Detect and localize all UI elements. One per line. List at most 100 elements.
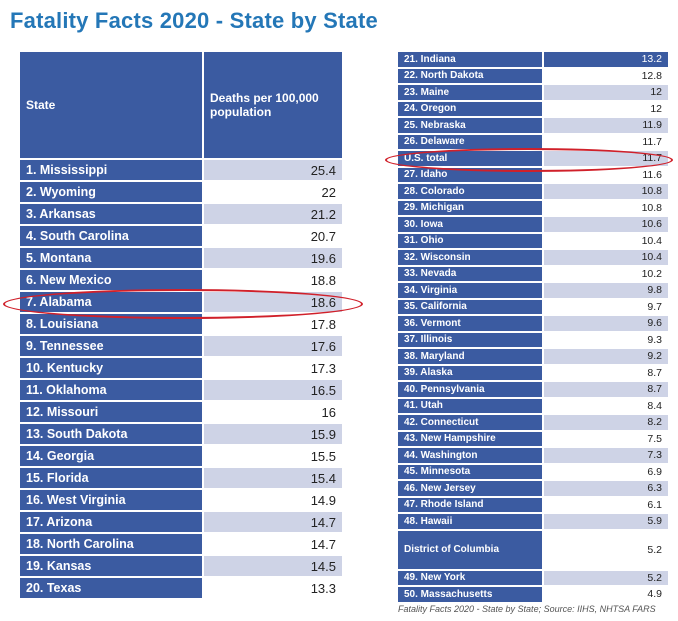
state-name: 32. Wisconsin xyxy=(398,249,544,267)
death-rate-value: 16 xyxy=(203,401,342,424)
state-name: 7. Alabama xyxy=(20,291,204,314)
table-row: 9. Tennessee 17.6 xyxy=(20,335,342,358)
table-row: 47. Rhode Island 6.1 xyxy=(398,496,668,514)
table-row: District of Columbia 5.2 xyxy=(398,529,668,571)
table-row: 27. Idaho 11.6 xyxy=(398,166,668,184)
table-row: 48. Hawaii 5.9 xyxy=(398,513,668,531)
death-rate-value: 11.9 xyxy=(543,117,668,135)
table-row: 23. Maine 12 xyxy=(398,84,668,102)
state-name: 19. Kansas xyxy=(20,555,204,578)
death-rate-value: 20.7 xyxy=(203,225,342,248)
table-row: 37. Illinois 9.3 xyxy=(398,331,668,349)
table-row: 34. Virginia 9.8 xyxy=(398,282,668,300)
state-name: 9. Tennessee xyxy=(20,335,204,358)
state-name: 40. Pennsylvania xyxy=(398,381,544,399)
source-note: Fatality Facts 2020 - State by State; So… xyxy=(398,604,656,614)
death-rate-value: 12 xyxy=(543,100,668,118)
death-rate-value: 10.4 xyxy=(543,249,668,267)
state-name: 4. South Carolina xyxy=(20,225,204,248)
table-row: 18. North Carolina 14.7 xyxy=(20,533,342,556)
state-name: 44. Washington xyxy=(398,447,544,465)
table-row: 38. Maryland 9.2 xyxy=(398,348,668,366)
table-row: 31. Ohio 10.4 xyxy=(398,232,668,250)
state-name: 49. New York xyxy=(398,569,544,587)
death-rate-value: 25.4 xyxy=(203,159,342,182)
state-name: 8. Louisiana xyxy=(20,313,204,336)
death-rate-value: 8.4 xyxy=(543,397,668,415)
death-rate-value: 11.6 xyxy=(543,166,668,184)
table-row: 46. New Jersey 6.3 xyxy=(398,480,668,498)
death-rate-value: 18.8 xyxy=(203,269,342,292)
death-rate-value: 13.2 xyxy=(543,52,668,69)
state-name: 41. Utah xyxy=(398,397,544,415)
table-row: 4. South Carolina 20.7 xyxy=(20,225,342,248)
table-row: 13. South Dakota 15.9 xyxy=(20,423,342,446)
table-row: 24. Oregon 12 xyxy=(398,100,668,118)
death-rate-value: 13.3 xyxy=(203,577,342,600)
death-rate-value: 8.2 xyxy=(543,414,668,432)
state-name: 28. Colorado xyxy=(398,183,544,201)
table-row: 1. Mississippi 25.4 xyxy=(20,159,342,182)
state-name: 10. Kentucky xyxy=(20,357,204,380)
death-rate-value: 10.4 xyxy=(543,232,668,250)
death-rate-value: 11.7 xyxy=(543,150,668,168)
state-name: 30. Iowa xyxy=(398,216,544,234)
table-row: 8. Louisiana 17.8 xyxy=(20,313,342,336)
state-name: 12. Missouri xyxy=(20,401,204,424)
table-row: 41. Utah 8.4 xyxy=(398,397,668,415)
death-rate-value: 22 xyxy=(203,181,342,204)
death-rate-value: 14.7 xyxy=(203,511,342,534)
state-name: 42. Connecticut xyxy=(398,414,544,432)
table-row: 22. North Dakota 12.8 xyxy=(398,67,668,85)
state-name: 11. Oklahoma xyxy=(20,379,204,402)
state-name: 27. Idaho xyxy=(398,166,544,184)
state-name: 46. New Jersey xyxy=(398,480,544,498)
table-row: 3. Arkansas 21.2 xyxy=(20,203,342,226)
table-row: 39. Alaska 8.7 xyxy=(398,364,668,382)
death-rate-value: 9.8 xyxy=(543,282,668,300)
table-row: 50. Massachusetts 4.9 xyxy=(398,586,668,604)
table-row: 17. Arizona 14.7 xyxy=(20,511,342,534)
death-rate-value: 6.9 xyxy=(543,463,668,481)
death-rate-value: 8.7 xyxy=(543,381,668,399)
table-row: 15. Florida 15.4 xyxy=(20,467,342,490)
table-row: 36. Vermont 9.6 xyxy=(398,315,668,333)
left-table: State Deaths per 100,000 population 1. M… xyxy=(20,52,342,600)
death-rate-value: 14.9 xyxy=(203,489,342,512)
death-rate-value: 17.8 xyxy=(203,313,342,336)
death-rate-value: 18.6 xyxy=(203,291,342,314)
death-rate-value: 4.9 xyxy=(543,586,668,604)
state-name: 34. Virginia xyxy=(398,282,544,300)
death-rate-value: 17.3 xyxy=(203,357,342,380)
state-name: 6. New Mexico xyxy=(20,269,204,292)
death-rate-value: 14.7 xyxy=(203,533,342,556)
table-row: 32. Wisconsin 10.4 xyxy=(398,249,668,267)
state-name: 1. Mississippi xyxy=(20,159,204,182)
death-rate-value: 6.1 xyxy=(543,496,668,514)
table-row: 2. Wyoming 22 xyxy=(20,181,342,204)
death-rate-value: 9.3 xyxy=(543,331,668,349)
death-rate-value: 9.2 xyxy=(543,348,668,366)
table-row: 7. Alabama 18.6 xyxy=(20,291,342,314)
state-name: 5. Montana xyxy=(20,247,204,270)
state-name: 33. Nevada xyxy=(398,265,544,283)
death-rate-value: 11.7 xyxy=(543,133,668,151)
death-rate-value: 10.6 xyxy=(543,216,668,234)
death-rate-value: 10.8 xyxy=(543,199,668,217)
table-row: 10. Kentucky 17.3 xyxy=(20,357,342,380)
state-name: District of Columbia xyxy=(398,529,544,571)
table-row: 35. California 9.7 xyxy=(398,298,668,316)
death-rate-value: 5.2 xyxy=(543,569,668,587)
table-row: 40. Pennsylvania 8.7 xyxy=(398,381,668,399)
state-name: 48. Hawaii xyxy=(398,513,544,531)
state-name: 17. Arizona xyxy=(20,511,204,534)
table-row: 30. Iowa 10.6 xyxy=(398,216,668,234)
table-row: 5. Montana 19.6 xyxy=(20,247,342,270)
state-name: 14. Georgia xyxy=(20,445,204,468)
state-name: 36. Vermont xyxy=(398,315,544,333)
table-row: 11. Oklahoma 16.5 xyxy=(20,379,342,402)
state-name: 21. Indiana xyxy=(398,52,544,69)
state-name: 26. Delaware xyxy=(398,133,544,151)
death-rate-value: 15.5 xyxy=(203,445,342,468)
death-rate-value: 16.5 xyxy=(203,379,342,402)
